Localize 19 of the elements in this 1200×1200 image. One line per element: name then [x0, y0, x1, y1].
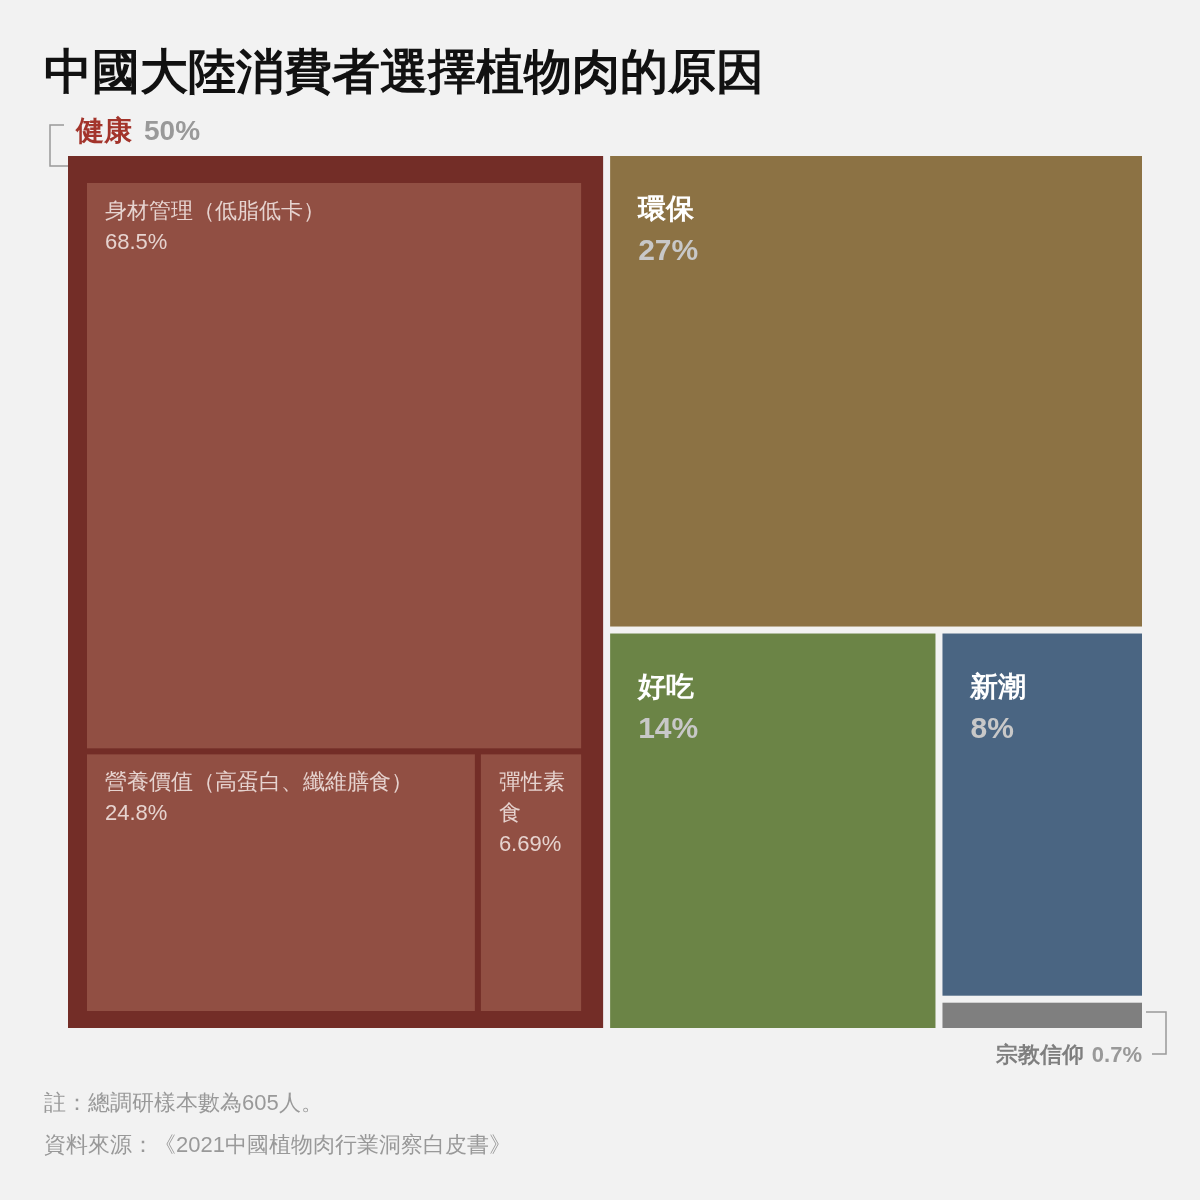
category-label: 健康	[75, 115, 132, 146]
data-label: 8%	[970, 710, 1014, 744]
category-label: 好吃	[637, 670, 695, 702]
category-label: 環保	[637, 193, 696, 224]
source-note: 資料來源：《2021中國植物肉行業洞察白皮書》	[44, 1132, 511, 1157]
category-label: 身材管理（低脂低卡）	[105, 198, 325, 223]
category-label: 宗教信仰	[994, 1042, 1084, 1067]
data-label: 24.8%	[105, 800, 168, 826]
data-label: 14%	[638, 710, 699, 744]
category-label: 營養價值（高蛋白、纖維膳食）	[105, 769, 413, 795]
data-label: 50%	[144, 115, 201, 146]
category-label: 新潮	[969, 670, 1027, 702]
category-label: 彈性素食	[498, 769, 565, 826]
text: 中國大陸消費者選擇植物肉的原因	[44, 45, 764, 98]
data-label: 27%	[638, 233, 699, 266]
data-label: 6.69%	[498, 831, 562, 857]
data-label: 68.5%	[105, 229, 168, 254]
text: 註：總調研樣本數為605人。	[44, 1090, 323, 1115]
data-label: 0.7%	[1091, 1042, 1142, 1067]
